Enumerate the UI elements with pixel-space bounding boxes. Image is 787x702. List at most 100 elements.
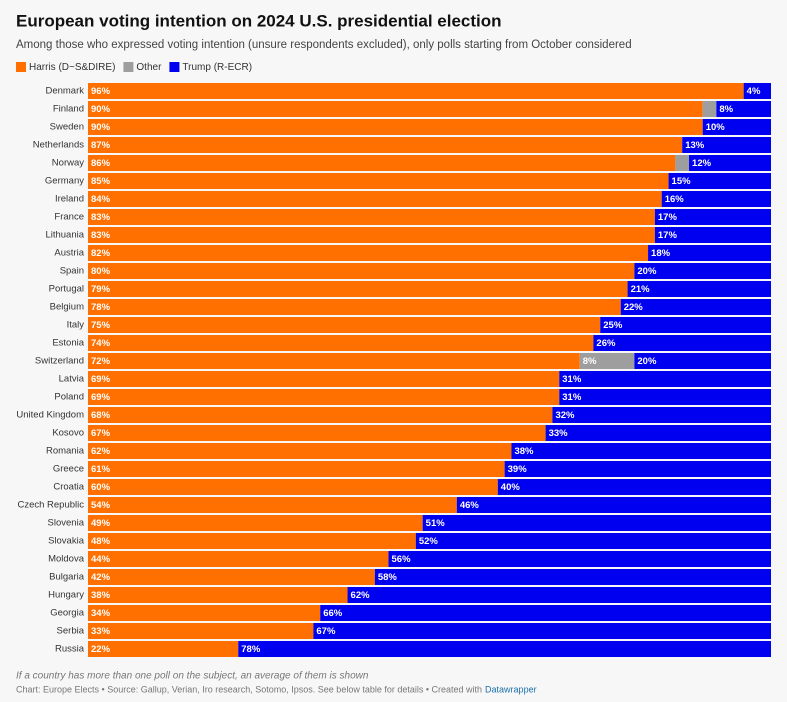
data-label: 31% <box>562 374 582 385</box>
data-label: 31% <box>562 392 582 403</box>
data-label: 78% <box>241 644 261 655</box>
bar-segment <box>88 191 662 207</box>
data-label: 20% <box>637 356 657 367</box>
data-label: 56% <box>392 554 412 565</box>
y-tick-label: Portugal <box>49 284 84 295</box>
bar-segment <box>88 389 560 405</box>
bar-segment <box>88 605 321 621</box>
data-label: 38% <box>514 446 534 457</box>
y-tick-label: Hungary <box>48 590 84 601</box>
data-label: 26% <box>596 338 616 349</box>
data-label: 25% <box>603 320 623 331</box>
bar-segment <box>422 515 771 531</box>
legend-label: Trump (R-ECR) <box>182 62 252 73</box>
data-label: 20% <box>637 266 657 277</box>
data-label: 66% <box>323 608 343 619</box>
data-label: 4% <box>747 86 761 97</box>
data-label: 15% <box>672 176 692 187</box>
data-label: 12% <box>692 158 712 169</box>
data-label: 69% <box>91 374 111 385</box>
y-tick-label: Russia <box>55 644 85 655</box>
data-label: 90% <box>91 122 111 133</box>
y-tick-label: Bulgaria <box>49 572 85 583</box>
bar-segment <box>456 497 771 513</box>
y-tick-label: Lithuania <box>45 230 84 241</box>
bar-segment <box>347 587 771 603</box>
bar-segment <box>654 227 771 243</box>
data-label: 33% <box>549 428 569 439</box>
bar-segment <box>88 569 375 585</box>
data-label: 13% <box>685 140 705 151</box>
y-tick-label: Romania <box>46 446 85 457</box>
bar-segment <box>579 353 635 369</box>
y-tick-label: Netherlands <box>33 140 84 151</box>
data-label: 83% <box>91 230 111 241</box>
y-tick-label: Greece <box>53 464 84 475</box>
legend-swatch <box>169 62 180 72</box>
y-tick-label: Belgium <box>50 302 84 313</box>
data-label: 39% <box>508 464 528 475</box>
data-label: 8% <box>583 356 597 367</box>
bar-segment <box>88 551 389 567</box>
y-tick-label: Sweden <box>50 122 84 133</box>
data-label: 21% <box>631 284 651 295</box>
y-tick-label: Latvia <box>59 374 85 385</box>
data-label: 74% <box>91 338 111 349</box>
bar-segment <box>702 101 717 117</box>
bar-segment <box>313 623 771 639</box>
bar-segment <box>88 425 546 441</box>
data-label: 82% <box>91 248 111 259</box>
data-label: 22% <box>624 302 644 313</box>
data-label: 75% <box>91 320 111 331</box>
data-label: 68% <box>91 410 111 421</box>
y-tick-label: Croatia <box>53 482 84 493</box>
data-label: 60% <box>91 482 111 493</box>
data-label: 18% <box>651 248 671 259</box>
y-tick-label: Slovenia <box>48 518 85 529</box>
bar-segment <box>552 407 771 423</box>
bar-segment <box>88 407 553 423</box>
legend-label: Other <box>136 62 162 73</box>
bar-segment <box>504 461 771 477</box>
data-label: 17% <box>658 230 678 241</box>
data-label: 49% <box>91 518 111 529</box>
legend-swatch <box>16 62 26 72</box>
bar-segment <box>675 155 690 171</box>
bar-segment <box>415 533 771 549</box>
credit-link[interactable]: Datawrapper <box>485 684 537 694</box>
y-tick-label: Slovakia <box>48 536 85 547</box>
bar-segment <box>374 569 771 585</box>
data-label: 67% <box>91 428 111 439</box>
bar-segment <box>88 533 416 549</box>
bar-segment <box>88 119 703 135</box>
y-tick-label: Poland <box>54 392 84 403</box>
y-tick-label: Germany <box>45 176 84 187</box>
data-label: 67% <box>316 626 336 637</box>
data-label: 96% <box>91 86 111 97</box>
y-tick-label: Norway <box>52 158 84 169</box>
bar-segment <box>88 353 580 369</box>
bar-segment <box>497 479 771 495</box>
data-label: 69% <box>91 392 111 403</box>
data-label: 80% <box>91 266 111 277</box>
bar-segment <box>668 173 771 189</box>
bar-segment <box>88 155 676 171</box>
y-tick-label: Moldova <box>48 554 85 565</box>
bar-segment <box>88 371 560 387</box>
bar-segment <box>661 191 771 207</box>
data-label: 62% <box>91 446 111 457</box>
data-label: 42% <box>91 572 111 583</box>
bar-segment <box>702 119 771 135</box>
bar-segment <box>88 245 649 261</box>
bar-segment <box>88 281 628 297</box>
bar-segment <box>88 335 594 351</box>
data-label: 46% <box>460 500 480 511</box>
data-label: 54% <box>91 500 111 511</box>
bar-segment <box>559 371 771 387</box>
bar-segment <box>88 83 744 99</box>
y-tick-label: Denmark <box>45 86 84 97</box>
y-tick-label: Georgia <box>50 608 85 619</box>
y-tick-label: Serbia <box>57 626 85 637</box>
y-tick-label: Spain <box>60 266 84 277</box>
data-label: 90% <box>91 104 111 115</box>
